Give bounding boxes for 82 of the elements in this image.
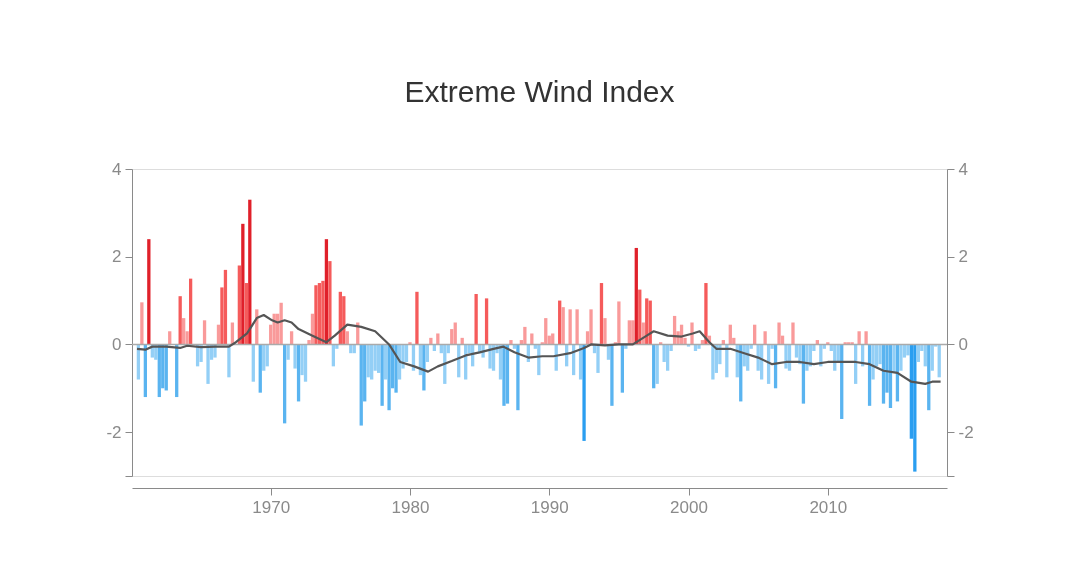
bar bbox=[314, 285, 318, 345]
bar bbox=[617, 301, 621, 345]
y2-tick-label: 2 bbox=[958, 247, 968, 267]
bar bbox=[429, 337, 433, 345]
bar bbox=[777, 322, 781, 345]
y-tick-label: 2 bbox=[112, 247, 122, 267]
bar bbox=[251, 344, 255, 382]
bar bbox=[530, 333, 534, 345]
line-series bbox=[135, 313, 942, 385]
bar bbox=[258, 344, 262, 393]
bar bbox=[223, 269, 228, 345]
x-tick-label: 1970 bbox=[252, 497, 291, 517]
bar bbox=[345, 331, 349, 345]
bar bbox=[202, 320, 207, 345]
bar bbox=[599, 283, 604, 345]
bar bbox=[168, 331, 172, 345]
bar bbox=[892, 344, 896, 373]
bar bbox=[147, 239, 151, 345]
bar bbox=[763, 331, 767, 345]
bar bbox=[596, 344, 600, 373]
bar bbox=[899, 344, 903, 371]
y2-tick-label: 0 bbox=[958, 334, 968, 354]
bar bbox=[380, 344, 384, 406]
y-tick-label: 4 bbox=[112, 159, 122, 179]
bar bbox=[359, 344, 363, 426]
bar bbox=[857, 331, 861, 345]
bar bbox=[610, 344, 614, 406]
bar bbox=[665, 344, 670, 371]
bar bbox=[906, 344, 910, 356]
bar bbox=[544, 318, 548, 345]
bar bbox=[704, 283, 708, 345]
chart-title: Extreme Wind Index bbox=[404, 75, 675, 108]
y-tick-label: -2 bbox=[106, 422, 122, 442]
bar bbox=[415, 291, 419, 345]
bar bbox=[227, 344, 231, 378]
bar bbox=[286, 344, 290, 360]
y2-tick-label: -2 bbox=[958, 422, 974, 442]
y-tick-label: 0 bbox=[112, 334, 122, 354]
x-tick-label: 2000 bbox=[670, 497, 708, 517]
bar bbox=[289, 331, 294, 345]
bar bbox=[930, 344, 934, 371]
bar bbox=[603, 318, 607, 345]
bar bbox=[394, 344, 398, 393]
bar bbox=[387, 344, 391, 411]
bar bbox=[575, 309, 579, 345]
bar bbox=[383, 344, 388, 380]
bar bbox=[551, 333, 555, 345]
y2-tick-label: 4 bbox=[958, 159, 968, 179]
bar bbox=[878, 344, 882, 365]
x-tick-label: 2010 bbox=[809, 497, 848, 517]
bar bbox=[206, 344, 210, 384]
bar bbox=[182, 318, 186, 345]
bar bbox=[328, 261, 332, 345]
bar bbox=[864, 331, 868, 345]
bar bbox=[791, 322, 795, 345]
bar bbox=[561, 307, 565, 345]
bar bbox=[589, 309, 593, 345]
bar bbox=[502, 344, 506, 406]
bar bbox=[523, 326, 527, 345]
bar bbox=[436, 333, 440, 345]
bar bbox=[370, 344, 374, 380]
bar bbox=[871, 344, 875, 380]
bar bbox=[422, 344, 426, 391]
bar bbox=[474, 293, 478, 345]
bar bbox=[279, 302, 283, 345]
bar bbox=[293, 344, 297, 369]
bar bbox=[582, 344, 586, 441]
bar bbox=[509, 340, 513, 345]
bar bbox=[568, 309, 572, 345]
bar bbox=[140, 302, 144, 345]
x-tick-label: 1980 bbox=[391, 497, 430, 517]
bar bbox=[321, 280, 325, 345]
bar bbox=[484, 298, 489, 345]
bar bbox=[711, 344, 715, 380]
bar bbox=[303, 344, 308, 382]
bar bbox=[262, 344, 266, 371]
bar bbox=[655, 344, 659, 384]
bar bbox=[516, 344, 520, 411]
x-tick-label: 1990 bbox=[530, 497, 569, 517]
bar bbox=[178, 296, 182, 345]
bar bbox=[188, 278, 193, 345]
bar bbox=[282, 344, 287, 424]
